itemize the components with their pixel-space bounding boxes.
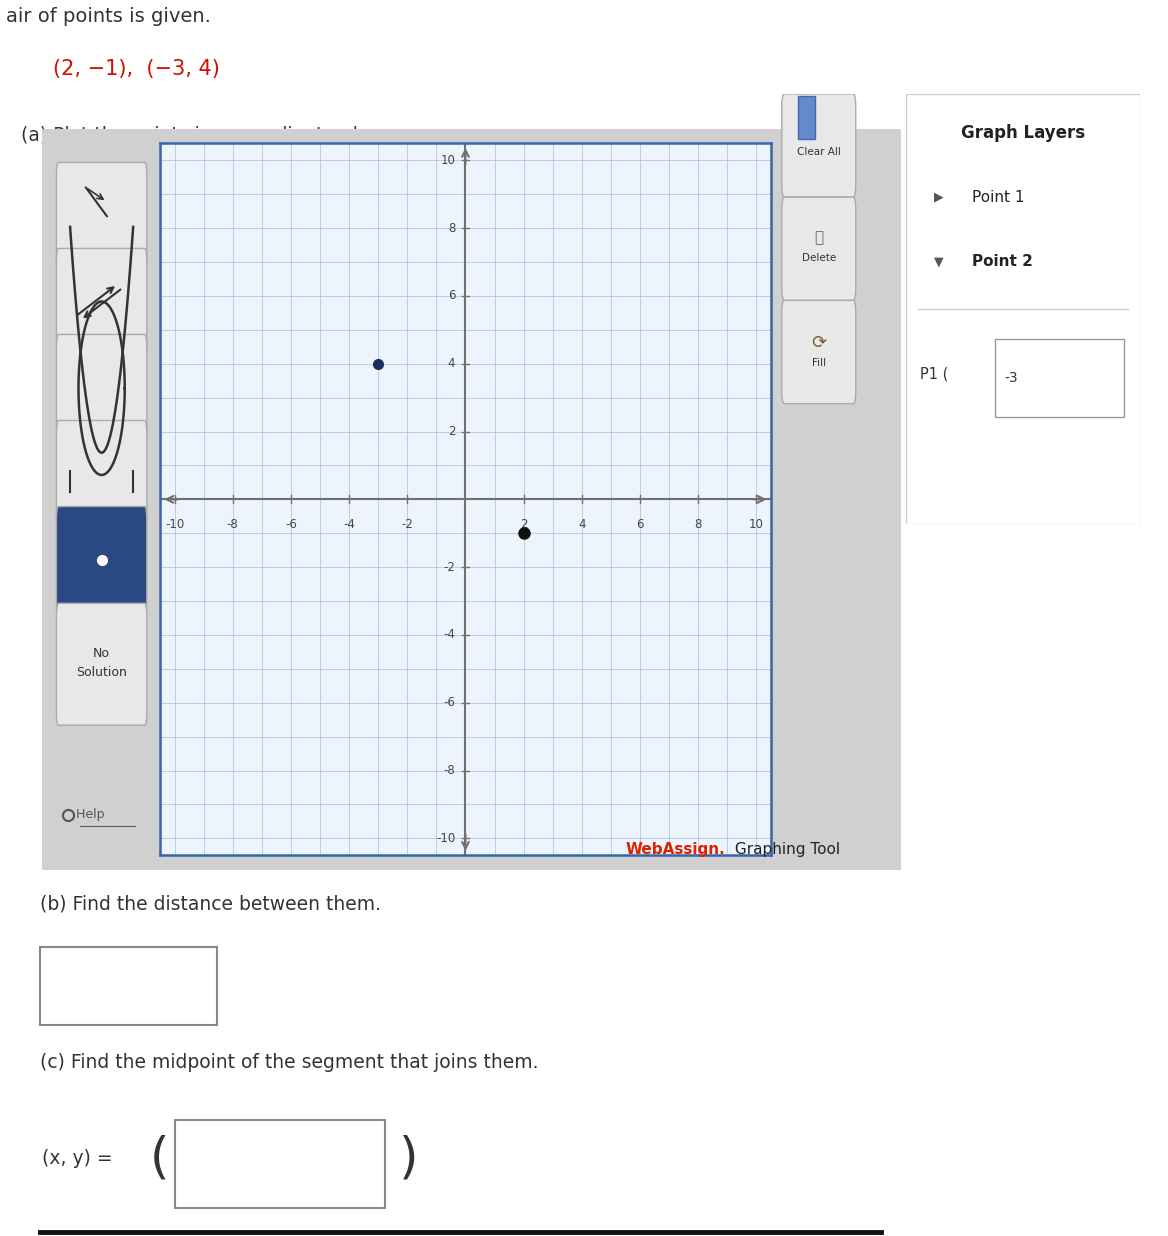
- Text: 6: 6: [447, 289, 456, 303]
- Text: 2: 2: [447, 425, 456, 438]
- FancyBboxPatch shape: [995, 339, 1124, 417]
- FancyBboxPatch shape: [781, 94, 856, 198]
- Text: -10: -10: [436, 832, 456, 845]
- Text: 4: 4: [578, 518, 585, 531]
- Text: Graph Layers: Graph Layers: [961, 124, 1085, 142]
- Text: -2: -2: [444, 561, 456, 574]
- Text: Clear All: Clear All: [797, 147, 841, 157]
- Text: (b) Find the distance between them.: (b) Find the distance between them.: [40, 895, 381, 913]
- FancyBboxPatch shape: [56, 507, 147, 614]
- FancyBboxPatch shape: [56, 603, 147, 726]
- Text: 10: 10: [440, 153, 456, 167]
- FancyBboxPatch shape: [781, 300, 856, 404]
- Text: Point 2: Point 2: [972, 255, 1033, 269]
- Text: 8: 8: [695, 518, 702, 531]
- Text: -6: -6: [444, 696, 456, 709]
- Text: ): ): [399, 1135, 418, 1183]
- Text: Point 1: Point 1: [972, 189, 1024, 205]
- Text: (x, y) =: (x, y) =: [42, 1149, 112, 1168]
- Text: -3: -3: [1004, 371, 1018, 384]
- Text: -2: -2: [402, 518, 413, 531]
- Text: (c) Find the midpoint of the segment that joins them.: (c) Find the midpoint of the segment tha…: [40, 1053, 538, 1072]
- Text: Delete: Delete: [801, 253, 836, 263]
- Text: No: No: [93, 646, 110, 660]
- FancyBboxPatch shape: [56, 248, 147, 356]
- Text: air of points is given.: air of points is given.: [6, 7, 210, 26]
- FancyBboxPatch shape: [56, 162, 147, 269]
- Text: 6: 6: [637, 518, 644, 531]
- Text: Help: Help: [72, 808, 105, 821]
- Text: (: (: [150, 1135, 169, 1183]
- Text: ▼: ▼: [934, 255, 944, 268]
- FancyBboxPatch shape: [37, 125, 905, 874]
- Text: -6: -6: [285, 518, 297, 531]
- Text: ⬛: ⬛: [814, 231, 823, 246]
- Text: WebAssign.: WebAssign.: [626, 842, 725, 857]
- Text: -10: -10: [165, 518, 185, 531]
- Text: 4: 4: [447, 357, 456, 371]
- Text: ▶: ▶: [934, 190, 944, 204]
- Text: -4: -4: [444, 628, 456, 641]
- Text: (a) Plot the points in a coordinate plane.: (a) Plot the points in a coordinate plan…: [21, 126, 398, 145]
- FancyBboxPatch shape: [781, 198, 856, 300]
- Text: 2: 2: [520, 518, 528, 531]
- FancyBboxPatch shape: [56, 335, 147, 442]
- Text: 10: 10: [749, 518, 764, 531]
- Text: ⟳: ⟳: [812, 335, 826, 352]
- Text: -8: -8: [444, 764, 456, 777]
- Text: (2, −1),  (−3, 4): (2, −1), (−3, 4): [53, 59, 220, 79]
- Text: Fill: Fill: [812, 357, 826, 368]
- FancyBboxPatch shape: [175, 1120, 385, 1208]
- Text: Graphing Tool: Graphing Tool: [730, 842, 840, 857]
- Text: -4: -4: [343, 518, 355, 531]
- FancyBboxPatch shape: [798, 96, 814, 140]
- Text: 8: 8: [447, 221, 456, 235]
- Text: Solution: Solution: [76, 666, 127, 680]
- Text: -8: -8: [227, 518, 238, 531]
- Text: P1 (: P1 (: [920, 366, 948, 381]
- FancyBboxPatch shape: [56, 420, 147, 528]
- FancyBboxPatch shape: [40, 947, 217, 1025]
